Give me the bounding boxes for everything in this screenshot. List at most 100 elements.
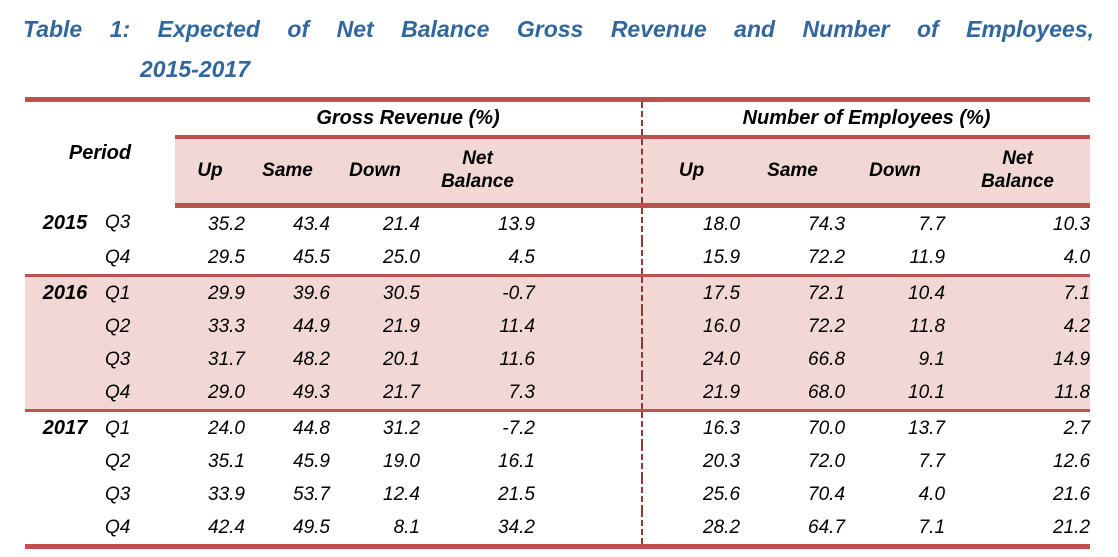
employees-down-value: 13.7: [908, 417, 946, 439]
employees-same-value: 70.0: [808, 417, 846, 439]
gross-net-balance-label: Net Balance: [441, 148, 514, 192]
spacer-cell: [535, 511, 642, 547]
year-block-2016: 2016 Q1 29.9 39.6 30.5 -0.7 17.5 72.1 10…: [25, 275, 1091, 411]
year-cell: [25, 376, 105, 411]
employees-net-balance-value: 7.1: [945, 275, 1091, 310]
year-cell: 2016: [25, 275, 105, 310]
quarter-cell: Q2: [105, 310, 175, 343]
gross-down-value: 21.4: [383, 213, 420, 235]
year-cell: [25, 343, 105, 376]
quarter-cell: Q3: [105, 212, 131, 234]
quarter-cell: Q4: [105, 246, 131, 268]
year-cell: [25, 478, 105, 511]
quarter-cell: Q4: [105, 516, 131, 538]
spacer-cell: [535, 275, 643, 310]
spacer-cell: [535, 478, 642, 511]
employees-net-balance-value: 21.2: [1053, 516, 1091, 538]
employees-net-balance-value: 21.6: [1053, 483, 1091, 505]
gross-up-header: Up: [175, 137, 245, 208]
gross-net-balance-value: 4.5: [508, 246, 535, 268]
gross-net-balance-value: 13.9: [498, 213, 535, 235]
gross-net-balance-value: 21.5: [498, 483, 535, 505]
gross-down-value: 8.1: [393, 516, 420, 538]
employees-down-value: 9.1: [845, 343, 946, 376]
gross-net-balance-value: 11.6: [420, 343, 535, 376]
quarter-cell: Q3: [105, 343, 175, 376]
gross-down-value: 21.7: [330, 376, 420, 411]
gross-net-balance-header: Net Balance: [420, 137, 535, 208]
gross-up-value: 33.9: [208, 483, 245, 505]
employees-same-value: 66.8: [740, 343, 846, 376]
year-cell: [25, 511, 105, 547]
employees-same-value: 64.7: [808, 516, 846, 538]
year-cell: [25, 310, 105, 343]
gross-up-value: 29.0: [175, 376, 245, 411]
spacer-cell: [535, 343, 643, 376]
gross-up-value: 31.7: [175, 343, 245, 376]
employees-same-value: 72.0: [808, 450, 846, 472]
table-row: Q4 29.0 49.3 21.7 7.3 21.9 68.0 10.1 11.…: [25, 376, 1091, 411]
gross-same-value: 45.9: [293, 450, 330, 472]
employees-same-value: 70.4: [808, 483, 846, 505]
spacer-cell: [535, 445, 642, 478]
gross-down-value: 25.0: [383, 246, 420, 268]
table-row: Q2 35.1 45.9 19.0 16.1 20.3 72.0 7.7 12.…: [25, 445, 1090, 478]
gross-up-value: 35.1: [208, 450, 245, 472]
year-block-2017: 2017 Q1 24.0 44.8 31.2 -7.2 16.3 70.0 13…: [25, 410, 1091, 547]
employees-same-value: 72.2: [740, 310, 846, 343]
employees-net-balance-header: Net Balance: [945, 137, 1091, 208]
gross-down-value: 12.4: [383, 483, 420, 505]
quarter-cell: Q4: [105, 376, 175, 411]
employees-net-balance-value: 4.2: [945, 310, 1091, 343]
gross-up-value: 42.4: [208, 516, 245, 538]
employees-up-value: 16.3: [641, 410, 741, 445]
table-title-line1: Table 1: Expected of Net Balance Gross R…: [23, 16, 1094, 42]
year-cell: [25, 445, 105, 478]
gross-revenue-group-header: Gross Revenue (%): [175, 99, 643, 139]
spacer-cell: [535, 411, 642, 446]
quarter-cell: Q1: [105, 275, 175, 310]
employees-same-value: 68.0: [740, 376, 846, 411]
gross-same-value: 39.6: [245, 275, 330, 310]
table-row: Q3 31.7 48.2 20.1 11.6 24.0 66.8 9.1 14.…: [25, 343, 1091, 376]
year-block-2015: 2015 Q3 35.2 43.4 21.4 13.9 18.0 74.3 7.…: [25, 205, 1090, 276]
employees-up-value: 21.9: [641, 376, 741, 411]
gross-net-balance-value: 11.4: [420, 310, 535, 343]
table-title: Table 1: Expected of Net Balance Gross R…: [23, 14, 1094, 84]
employees-down-value: 7.1: [918, 516, 946, 538]
gross-up-value: 24.0: [208, 417, 245, 439]
spacer-cell: [535, 137, 643, 208]
gross-down-value: 19.0: [383, 450, 420, 472]
employees-down-value: 7.7: [918, 213, 946, 235]
quarter-cell: Q2: [105, 450, 131, 472]
gross-up-value: 35.2: [208, 213, 245, 235]
table-row: 2016 Q1 29.9 39.6 30.5 -0.7 17.5 72.1 10…: [25, 275, 1091, 310]
gross-same-value: 44.9: [245, 310, 330, 343]
year-cell: 2015: [42, 211, 88, 234]
employees-net-balance-value: 2.7: [1063, 417, 1091, 439]
gross-same-value: 48.2: [245, 343, 330, 376]
gross-up-value: 33.3: [175, 310, 245, 343]
gross-same-value: 49.5: [293, 516, 330, 538]
employees-same-value: 72.1: [740, 275, 846, 310]
employees-down-value: 10.1: [845, 376, 946, 411]
employees-up-value: 18.0: [641, 205, 741, 241]
gross-down-value: 30.5: [330, 275, 420, 310]
employees-up-value: 20.3: [641, 445, 741, 478]
gross-same-value: 45.5: [293, 246, 330, 268]
employees-net-balance-value: 12.6: [1053, 450, 1091, 472]
gross-up-value: 29.5: [208, 246, 245, 268]
gross-down-value: 21.9: [330, 310, 420, 343]
employees-down-value: 11.8: [845, 310, 946, 343]
table-row: Q4 29.5 45.5 25.0 4.5 15.9 72.2 11.9 4.0: [25, 241, 1090, 276]
employees-up-value: 24.0: [641, 343, 741, 376]
gross-same-value: 43.4: [293, 213, 330, 235]
table-title-line2: 2015-2017: [140, 56, 250, 82]
employees-down-value: 11.9: [909, 246, 946, 268]
sub-header-row: Up Same Down Net Balance Up Same Down Ne…: [25, 137, 1091, 208]
spacer-cell: [535, 206, 642, 242]
employees-net-balance-value: 14.9: [945, 343, 1091, 376]
table-row: Q4 42.4 49.5 8.1 34.2 28.2 64.7 7.1 21.2: [25, 511, 1090, 547]
table-row: 2015 Q3 35.2 43.4 21.4 13.9 18.0 74.3 7.…: [25, 205, 1090, 242]
employees-group-header: Number of Employees (%): [641, 99, 1091, 139]
